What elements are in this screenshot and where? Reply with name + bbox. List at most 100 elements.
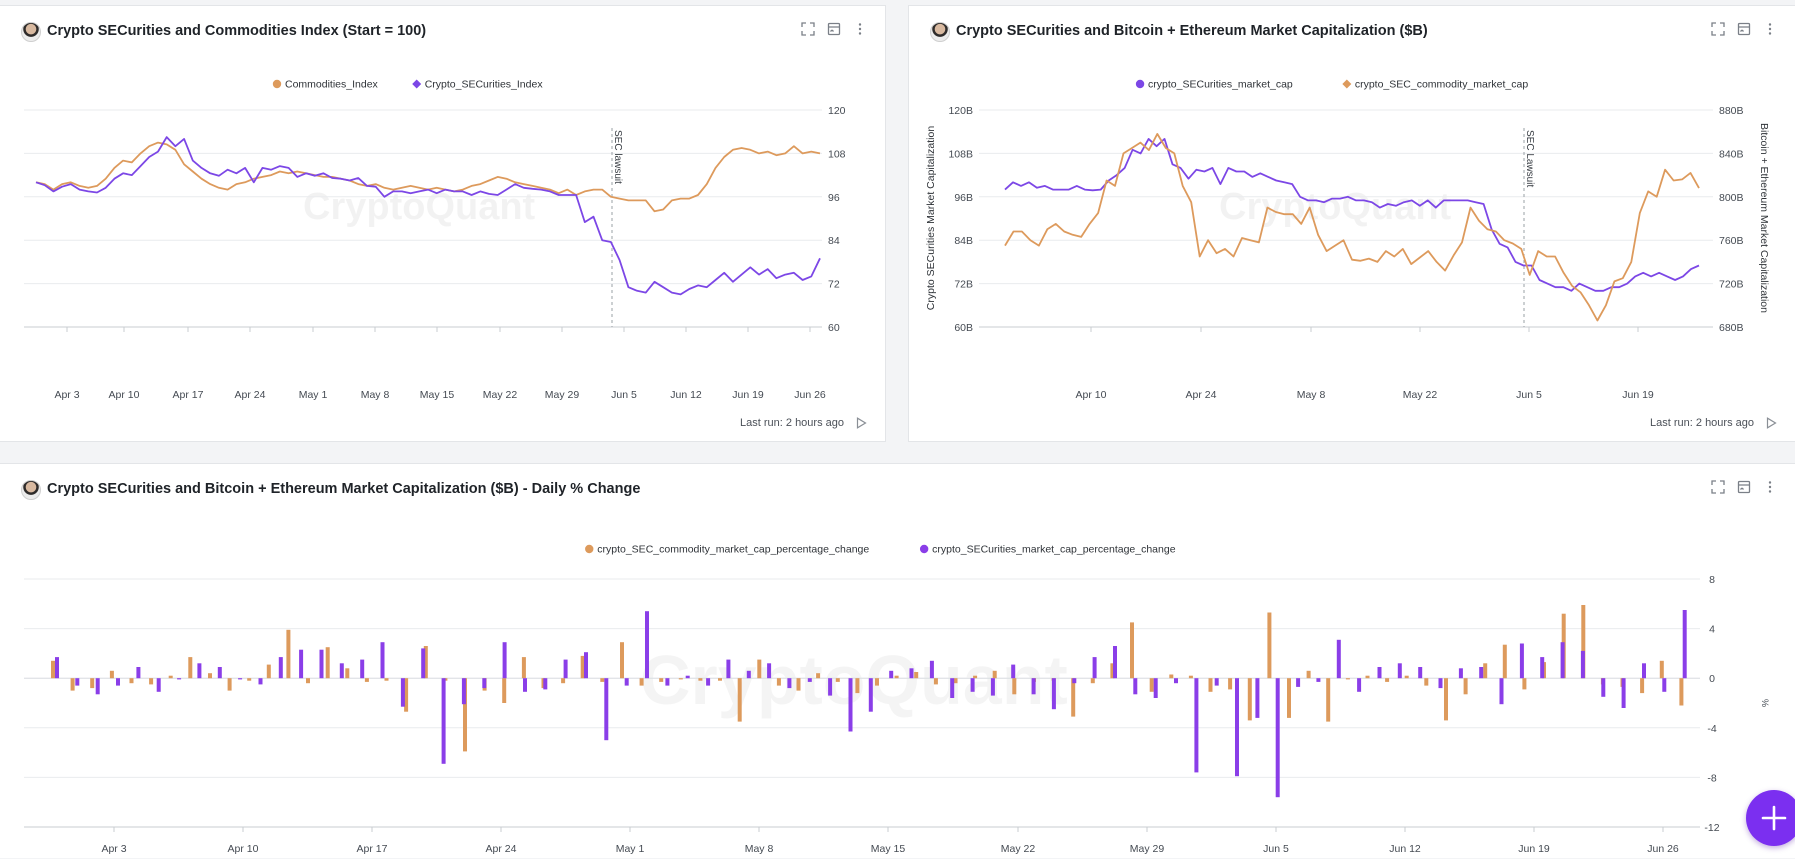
x-tick-label: Apr 24 [235,389,266,401]
author-avatar[interactable] [21,480,41,500]
bar-crypto_SEC_commodity_market_cap_percentage_change [1012,678,1017,695]
bar-crypto_SECurities_market_cap_percentage_change [217,667,222,679]
annotation-label: SEC Lawsuit [1524,130,1535,187]
y-tick-label: 108B [948,148,973,160]
bar-crypto_SEC_commodity_market_cap_percentage_change [1228,678,1233,690]
bar-crypto_SEC_commodity_market_cap_percentage_change [757,659,762,679]
y-tick-label: 4 [1709,624,1715,636]
bar-crypto_SECurities_market_cap_percentage_change [1397,663,1402,679]
legend-label: Crypto_SECurities_Index [425,79,544,91]
bar-crypto_SEC_commodity_market_cap_percentage_change [51,660,55,679]
legend-label: crypto_SECurities_market_cap_percentage_… [932,544,1176,556]
x-tick-label: Jun 19 [732,389,764,401]
y-tick-label: 96 [828,192,840,204]
bar-crypto_SECurities_market_cap_percentage_change [116,678,120,686]
bar-crypto_SEC_commodity_market_cap_percentage_change [1208,678,1213,692]
x-tick-label: Jun 19 [1622,389,1654,401]
more-options-icon[interactable] [853,22,867,36]
bar-crypto_SEC_commodity_market_cap_percentage_change [894,675,899,679]
panel-header: Crypto SECurities and Bitcoin + Ethereum… [0,464,1795,516]
y2-tick-label: 800B [1719,192,1744,204]
bar-crypto_SECurities_market_cap_percentage_change [421,648,426,679]
bar-crypto_SECurities_market_cap_percentage_change [909,668,914,679]
more-options-icon[interactable] [1763,22,1777,36]
chart-commodities-index: CryptoQuant Commodities_Index Crypto_SECur… [24,79,846,401]
bar-crypto_SEC_commodity_market_cap_percentage_change [639,678,644,686]
annotation-label: SEC lawsuit [612,130,623,184]
bar-crypto_SECurities_market_cap_percentage_change [156,678,161,692]
legend-marker [272,79,282,89]
bar-crypto_SECurities_market_cap_percentage_change [1011,664,1016,679]
bar-crypto_SEC_commodity_market_cap_percentage_change [1424,678,1429,686]
bar-crypto_SECurities_market_cap_percentage_change [1051,678,1056,710]
expand-icon[interactable] [1711,22,1725,36]
bar-crypto_SECurities_market_cap_percentage_change [990,678,995,696]
bar-crypto_SECurities_market_cap_percentage_change [1519,643,1524,679]
author-avatar[interactable] [21,22,41,42]
bar-crypto_SEC_commodity_market_cap_percentage_change [1659,660,1664,679]
bar-crypto_SEC_commodity_market_cap_percentage_change [580,655,585,679]
legend-label: crypto_SECurities_market_cap [1148,79,1293,91]
x-tick-label: Apr 10 [1076,389,1107,401]
y-tick-label: 72B [954,279,973,291]
bar-crypto_SECurities_market_cap_percentage_change [1540,657,1545,679]
bar-crypto_SECurities_market_cap_percentage_change [929,660,934,679]
expand-icon[interactable] [1711,480,1725,494]
bar-crypto_SECurities_market_cap_percentage_change [1133,678,1138,695]
x-tick-label: Jun 5 [611,389,637,401]
x-tick-label: May 8 [1297,389,1326,401]
bar-crypto_SECurities_market_cap_percentage_change [1255,678,1260,718]
table-view-icon[interactable] [827,22,841,36]
x-tick-label: Jun 12 [1389,843,1421,855]
bar-crypto_SEC_commodity_market_cap_percentage_change [992,670,997,679]
bar-crypto_SECurities_market_cap_percentage_change [482,678,487,689]
bar-crypto_SEC_commodity_market_cap_percentage_change [109,670,114,679]
bar-crypto_SECurities_market_cap_percentage_change [1113,646,1117,679]
series-line-crypto_SECurities_market_cap [1004,137,1700,292]
bar-crypto_SECurities_market_cap_percentage_change [889,670,894,679]
y-tick-label: 84 [828,235,840,247]
bar-crypto_SEC_commodity_market_cap_percentage_change [1306,670,1311,679]
x-tick-label: May 22 [483,389,518,401]
x-tick-label: Apr 3 [54,389,79,401]
last-run: Last run: 2 hours ago [740,417,867,429]
panel-actions [801,22,867,36]
bar-crypto_SECurities_market_cap_percentage_change [1336,639,1341,679]
play-icon[interactable] [1766,417,1777,429]
y-tick-label: 120 [828,105,846,117]
panel-daily-change: Crypto SECurities and Bitcoin + Ethereum… [0,463,1795,858]
bar-crypto_SEC_commodity_market_cap_percentage_change [1287,678,1291,718]
panel-header: Crypto SECurities and Commodities Index … [0,6,885,58]
add-button[interactable] [1746,790,1795,846]
bar-crypto_SECurities_market_cap_percentage_change [604,678,609,741]
y-tick-label: 84B [954,235,973,247]
bar-crypto_SECurities_market_cap_percentage_change [767,663,772,679]
bar-crypto_SEC_commodity_market_cap_percentage_change [1345,678,1350,680]
play-icon[interactable] [856,417,867,429]
bar-crypto_SEC_commodity_market_cap_percentage_change [1522,678,1527,690]
bar-crypto_SECurities_market_cap_percentage_change [1092,657,1097,679]
author-avatar[interactable] [930,22,950,42]
bar-crypto_SECurities_market_cap_percentage_change [75,678,80,686]
table-view-icon[interactable] [1737,480,1751,494]
bar-crypto_SEC_commodity_market_cap_percentage_change [875,678,879,686]
bar-crypto_SECurities_market_cap_percentage_change [278,657,283,679]
more-options-icon[interactable] [1763,480,1777,494]
x-tick-label: Apr 10 [228,843,259,855]
bar-crypto_SECurities_market_cap_percentage_change [848,678,853,732]
y-tick-label: 0 [1709,673,1715,685]
expand-icon[interactable] [801,22,815,36]
panel-title: Crypto SECurities and Bitcoin + Ethereum… [956,23,1428,39]
bar-crypto_SEC_commodity_market_cap_percentage_change [1640,678,1645,694]
bar-crypto_SECurities_market_cap_percentage_change [950,678,955,698]
bar-crypto_SEC_commodity_market_cap_percentage_change [188,657,193,679]
bar-crypto_SEC_commodity_market_cap_percentage_change [1071,678,1076,717]
bar-crypto_SEC_commodity_market_cap_percentage_change [404,678,409,712]
table-view-icon[interactable] [1737,22,1751,36]
bar-crypto_SECurities_market_cap_percentage_change [746,670,751,679]
x-tick-label: May 29 [1130,843,1165,855]
panel-title: Crypto SECurities and Commodities Index … [47,23,427,39]
y2-tick-label: 720B [1719,279,1744,291]
legend-label: crypto_SEC_commodity_market_cap_percenta… [597,544,869,556]
bar-crypto_SEC_commodity_market_cap_percentage_change [678,678,683,680]
